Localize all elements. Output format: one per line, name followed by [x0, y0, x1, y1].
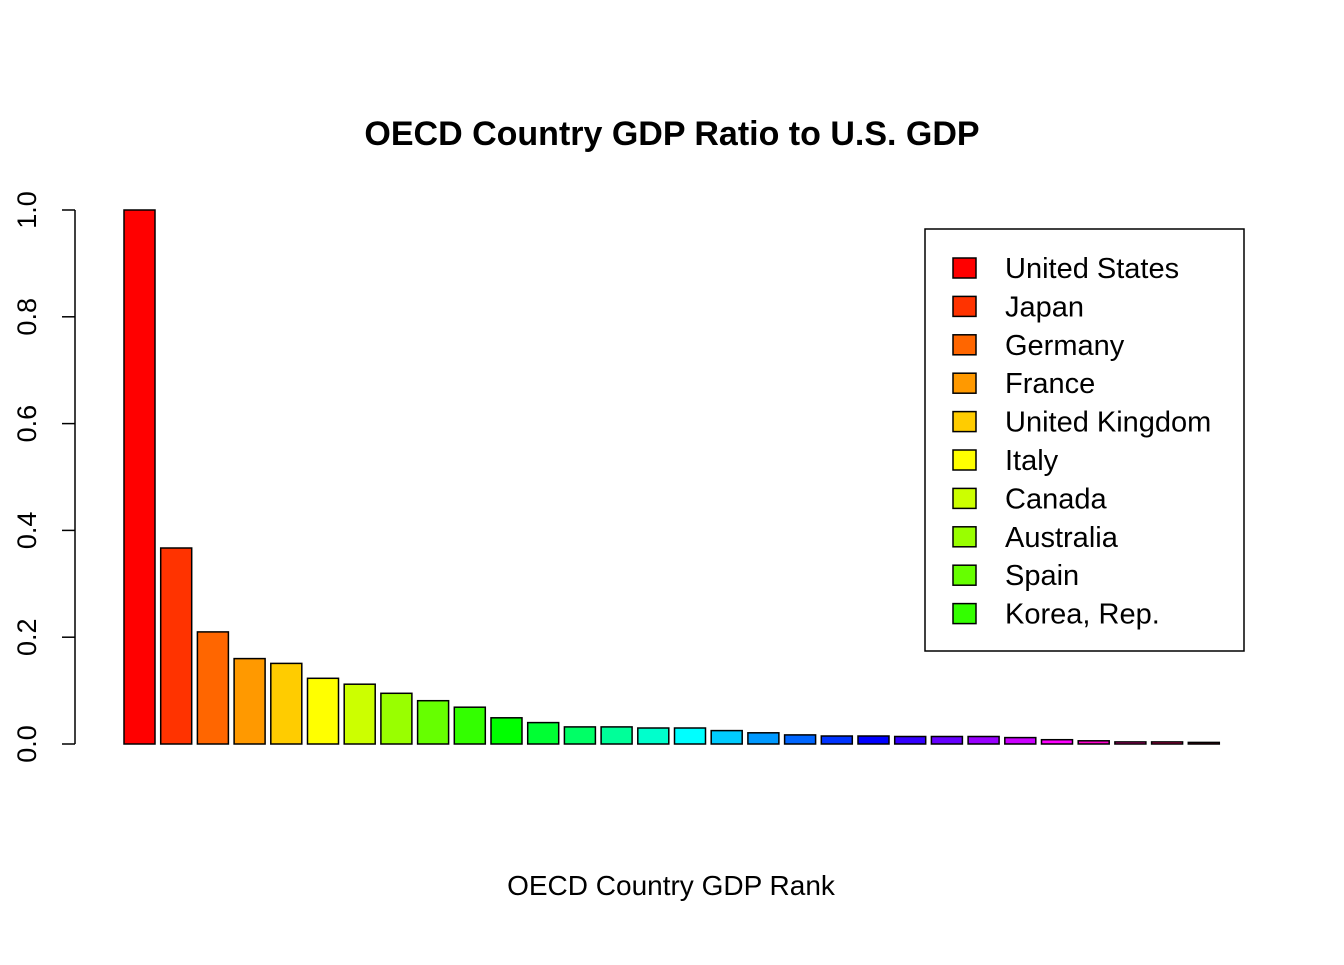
- legend-label: France: [1005, 368, 1095, 400]
- y-tick-label: 0.2: [12, 618, 42, 656]
- bar: [1114, 741, 1147, 745]
- bar: [1077, 740, 1110, 745]
- bar: [123, 209, 156, 745]
- bar: [893, 735, 927, 745]
- bar: [1040, 738, 1074, 745]
- legend-label: Italy: [1005, 445, 1059, 477]
- bar: [930, 735, 964, 745]
- legend-swatch: [952, 487, 977, 510]
- legend-label: United States: [1005, 253, 1179, 285]
- legend-label: Spain: [1005, 560, 1079, 592]
- bar: [1187, 741, 1221, 745]
- bar: [673, 727, 707, 745]
- bar: [747, 732, 780, 745]
- legend-label: Canada: [1005, 483, 1107, 515]
- bar: [306, 677, 340, 745]
- legend: United States Japan Germany France United Ki…: [924, 228, 1245, 652]
- legend-box: [924, 228, 1245, 652]
- bar: [233, 657, 266, 745]
- bar: [857, 735, 890, 745]
- bar: [967, 735, 1000, 745]
- legend-label: United Kingdom: [1005, 407, 1211, 439]
- y-tick-label: 1.0: [12, 191, 42, 229]
- bar: [820, 735, 854, 745]
- chart-title: OECD Country GDP Ratio to U.S. GDP: [364, 115, 979, 153]
- legend-label: Germany: [1005, 330, 1125, 362]
- bar: [490, 717, 523, 745]
- bar-series: [123, 209, 1221, 745]
- legend-swatch: [952, 295, 977, 318]
- y-axis: 0.0 0.2 0.4 0.6 0.8 1.0: [12, 191, 76, 763]
- bar: [526, 721, 560, 745]
- bar: [270, 662, 303, 745]
- legend-swatch: [952, 410, 977, 433]
- bar: [563, 726, 597, 745]
- legend-label: Australia: [1005, 522, 1119, 554]
- legend-label: Japan: [1005, 291, 1084, 323]
- legend-swatch: [952, 449, 977, 471]
- bar: [783, 734, 817, 745]
- legend-label: Korea, Rep.: [1005, 599, 1160, 631]
- y-tick-label: 0.0: [12, 725, 42, 763]
- legend-swatch: [952, 334, 977, 356]
- bar: [637, 727, 670, 745]
- bar: [380, 692, 413, 745]
- bar: [1150, 741, 1184, 745]
- bar: [453, 706, 487, 745]
- legend-swatch: [952, 564, 977, 586]
- bar: [1004, 736, 1037, 745]
- legend-swatch: [952, 526, 977, 548]
- x-axis-label: OECD Country GDP Rank: [507, 870, 836, 901]
- legend-swatch: [952, 602, 977, 625]
- y-tick-label: 0.4: [12, 512, 42, 550]
- bar: [196, 631, 230, 745]
- bar: [159, 547, 193, 745]
- bar: [343, 683, 376, 745]
- y-tick-label: 0.8: [12, 298, 42, 336]
- y-tick-label: 0.6: [12, 405, 42, 443]
- legend-swatch: [952, 257, 977, 279]
- bar: [416, 699, 450, 745]
- bar: [710, 729, 743, 745]
- bar: [600, 726, 633, 745]
- legend-swatch: [952, 372, 977, 394]
